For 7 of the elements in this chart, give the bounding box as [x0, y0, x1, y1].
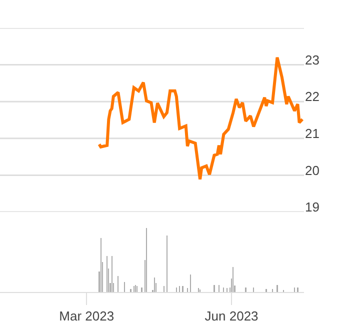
x-tick-label: Jun 2023	[204, 308, 258, 324]
y-tick-label: 23	[305, 52, 320, 68]
y-tick-label: 22	[305, 89, 320, 104]
y-tick-label: 19	[305, 200, 320, 215]
x-tick-label: Mar 2023	[59, 308, 114, 324]
y-tick-label: 20	[305, 162, 320, 178]
y-tick-label: 21	[305, 126, 320, 141]
